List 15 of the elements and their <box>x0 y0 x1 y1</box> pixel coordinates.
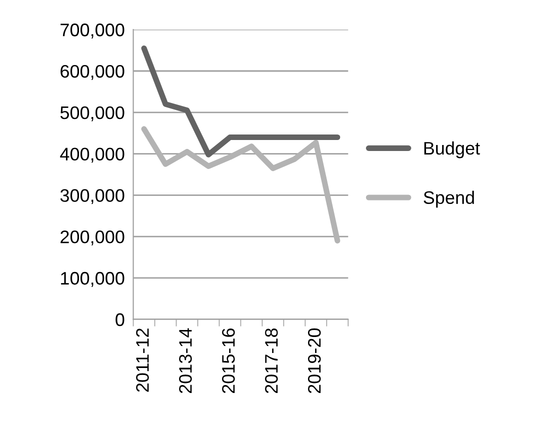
x-tick-label: 2013-14 <box>179 328 192 394</box>
x-tick-label: 2019-20 <box>308 328 321 394</box>
legend-label: Budget <box>424 141 480 158</box>
y-tick-label: 100,000 <box>61 272 124 287</box>
y-tick-label: 0 <box>116 313 124 326</box>
y-tick-label: 300,000 <box>60 189 124 204</box>
y-tick-label: 600,000 <box>60 64 124 80</box>
x-tick-label: 2017-18 <box>265 328 278 394</box>
y-tick-label: 400,000 <box>60 148 124 163</box>
y-tick-label: 200,000 <box>60 230 124 246</box>
y-tick-label: 500,000 <box>60 106 124 122</box>
x-tick-label: 2015-16 <box>222 328 235 394</box>
y-tick-label: 700,000 <box>60 24 124 38</box>
legend-label: Spend <box>424 190 474 208</box>
x-tick-label: 2011-12 <box>136 328 149 392</box>
